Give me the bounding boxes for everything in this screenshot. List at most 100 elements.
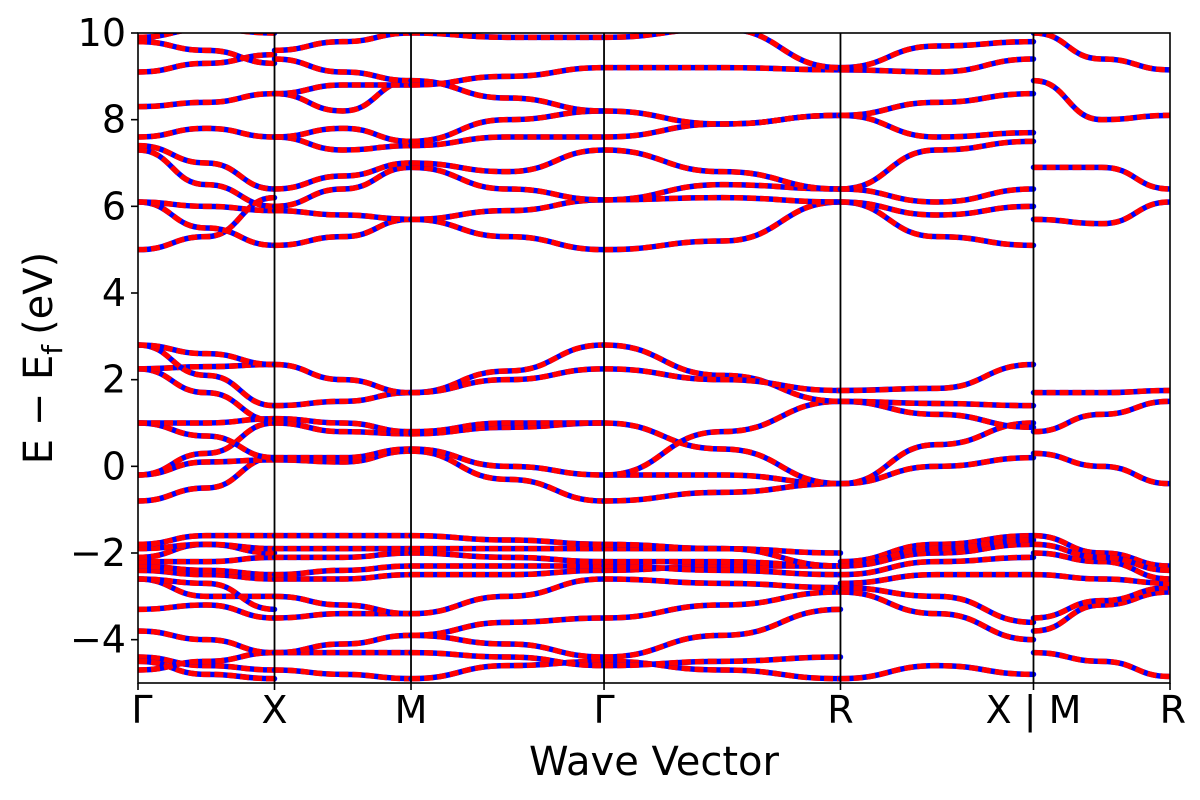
- band-spin-down-6: [138, 576, 275, 613]
- band-spin-down-17: [138, 415, 275, 426]
- band-spin-down-53: [274, 125, 412, 145]
- band-spin-down-89: [604, 563, 841, 578]
- band-spin-down-127: [840, 38, 1034, 71]
- band-spin-down-130: [1033, 584, 1170, 621]
- band-spin-down-62: [411, 576, 605, 617]
- band-spin-down-133: [1033, 532, 1170, 569]
- band-spin-down-27: [138, 125, 275, 140]
- y-axis-label-unit: (eV): [16, 252, 62, 335]
- x-tick-label-6: R: [1160, 688, 1186, 732]
- plot-frame: [137, 32, 1171, 684]
- x-tick-label-4: R: [827, 688, 853, 732]
- band-spin-down-71: [411, 420, 605, 435]
- band-spin-down-5: [138, 576, 275, 600]
- band-spin-down-77: [411, 147, 605, 175]
- band-spin-down-8: [138, 563, 275, 578]
- band-spin-down-121: [840, 199, 1034, 218]
- band-spin-down-57: [274, 33, 412, 54]
- band-spin-down-23: [138, 199, 275, 249]
- band-spin-down-55: [274, 82, 412, 97]
- band-spin-down-68: [411, 448, 605, 504]
- band-spin-down-116: [840, 420, 1034, 487]
- band-spin-down-47: [274, 361, 412, 396]
- band-spin-down-29: [138, 51, 275, 75]
- band-spin-down-36: [274, 593, 412, 617]
- band-spin-down-56: [274, 56, 412, 84]
- y-tick-label-0: −4: [70, 618, 126, 662]
- band-spin-down-48: [274, 216, 412, 249]
- band-spin-down-111: [840, 554, 1034, 578]
- y-axis-label-main: E − E: [16, 355, 62, 465]
- band-spin-down-25: [138, 147, 275, 210]
- band-spin-down-134: [1033, 541, 1170, 574]
- band-spin-down-14: [138, 457, 275, 478]
- band-spin-down-120: [840, 199, 1034, 249]
- high-symmetry-lines: [273, 33, 1035, 683]
- band-spin-down-132: [1033, 550, 1170, 582]
- y-axis-ticks: −4 −2 0 2 4 6 8 10: [70, 11, 138, 662]
- x-tick-label-1: X: [261, 688, 287, 732]
- band-spin-down-99: [604, 199, 841, 253]
- band-spin-down-122: [840, 186, 1034, 205]
- band-spin-down-86: [604, 589, 841, 621]
- band-spin-down-15: [138, 420, 275, 478]
- band-spin-down-67: [411, 532, 605, 548]
- y-tick-label-7: 10: [78, 11, 126, 55]
- band-spin-down-135: [1033, 450, 1170, 487]
- band-spin-down-119: [840, 361, 1034, 394]
- band-spin-down-138: [1033, 199, 1170, 227]
- band-spin-down-16: [138, 420, 275, 461]
- band-spin-down-45: [274, 415, 412, 435]
- band-spin-down-129: [1033, 589, 1170, 634]
- band-spin-down-75: [411, 197, 605, 223]
- band-spin-down-73: [411, 366, 605, 396]
- band-spin-down-7: [138, 567, 275, 582]
- band-spin-down-102: [604, 147, 841, 192]
- band-spin-down-101: [604, 181, 841, 203]
- band-spin-down-28: [138, 90, 275, 110]
- x-axis-label: Wave Vector: [529, 739, 780, 785]
- band-spin-down-108: [840, 589, 1034, 643]
- band-spin-down-12: [138, 532, 275, 548]
- band-spin-down-13: [138, 454, 275, 504]
- band-spin-down-128: [1033, 649, 1170, 680]
- band-spin-down-61: [411, 615, 605, 639]
- band-spin-down-9: [138, 554, 275, 565]
- band-spin-down-46: [274, 389, 412, 409]
- band-spin-down-98: [604, 366, 841, 394]
- band-spin-down-37: [274, 571, 412, 582]
- band-spin-down-115: [840, 454, 1034, 487]
- band-spin-down-96: [604, 398, 841, 478]
- band-spin-down-39: [274, 550, 412, 561]
- band-spin-down-124: [840, 112, 1034, 140]
- band-spin-down-0: [138, 654, 275, 673]
- band-spin-down-93: [604, 480, 841, 504]
- band-spin-down-74: [411, 216, 605, 253]
- band-spin-down-105: [604, 64, 841, 73]
- band-spin-down-59: [411, 649, 605, 669]
- band-spin-down-85: [604, 606, 841, 660]
- band-lines: [138, 33, 1170, 682]
- band-spin-down-113: [840, 532, 1034, 565]
- band-spin-down-51: [274, 160, 412, 192]
- band-spin-down-81: [411, 64, 605, 88]
- band-spin-down-32: [274, 667, 412, 682]
- band-spin-down-118: [840, 398, 1034, 409]
- band-spin-down-52: [274, 134, 412, 153]
- x-tick-label-5: X | M: [986, 688, 1082, 733]
- band-spin-down-139: [1033, 164, 1170, 192]
- band-spin-down-141: [1033, 33, 1170, 73]
- band-spin-down-97: [604, 342, 841, 405]
- band-spin-down-126: [840, 56, 1034, 75]
- band-spin-down-84: [604, 654, 841, 669]
- band-spin-down-19: [138, 361, 275, 372]
- y-tick-label-6: 8: [102, 98, 126, 142]
- band-spin-down-136: [1033, 398, 1170, 435]
- band-spin-down-78: [411, 134, 605, 149]
- band-spin-down-107: [840, 662, 1034, 682]
- band-spin-down-18: [138, 366, 275, 424]
- band-spin-down-50: [274, 164, 412, 210]
- y-tick-label-5: 6: [102, 184, 126, 228]
